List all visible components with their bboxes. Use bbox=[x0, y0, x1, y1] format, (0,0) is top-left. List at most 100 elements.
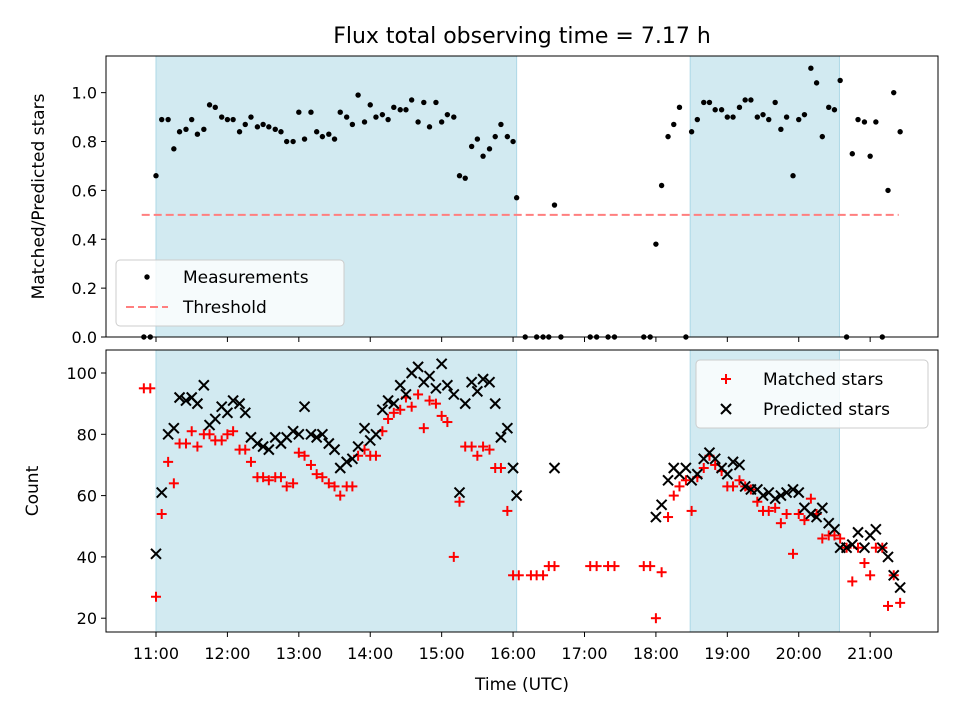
measurement-point bbox=[153, 173, 159, 179]
matched-star-point bbox=[484, 444, 495, 455]
matched-star-point bbox=[216, 435, 227, 446]
predicted-star-point bbox=[239, 407, 251, 419]
measurement-point bbox=[665, 133, 671, 140]
measurement-point bbox=[188, 116, 195, 123]
y-tick-label: 20 bbox=[77, 609, 97, 628]
predicted-star-point bbox=[852, 526, 864, 539]
predicted-star-point bbox=[510, 489, 523, 502]
predicted-star-point bbox=[448, 388, 460, 401]
predicted-star-point bbox=[721, 468, 734, 480]
matched-star-point bbox=[163, 456, 174, 467]
predicted-star-point bbox=[787, 483, 799, 496]
x-tick-label: 14:00 bbox=[347, 644, 393, 663]
matched-star-point bbox=[370, 450, 381, 461]
legend-matched-label: Matched stars bbox=[763, 370, 883, 390]
matched-star-point bbox=[472, 450, 483, 461]
matched-star-point bbox=[145, 383, 156, 394]
predicted-star-point bbox=[328, 443, 341, 456]
measurement-point bbox=[212, 104, 218, 111]
legend-matched-marker bbox=[721, 374, 731, 384]
predicted-star-point bbox=[298, 400, 311, 413]
predicted-star-point bbox=[501, 422, 514, 434]
measurement-point bbox=[331, 136, 338, 142]
predicted-star-point bbox=[251, 437, 264, 450]
legend-box bbox=[115, 259, 345, 327]
predicted-star-point bbox=[471, 385, 484, 398]
y-tick-label: 0.6 bbox=[72, 181, 97, 200]
matched-star-point bbox=[788, 548, 799, 559]
measurement-point bbox=[861, 119, 868, 125]
predicted-star-point bbox=[191, 397, 204, 410]
predicted-star-point bbox=[846, 538, 859, 551]
measurement-point bbox=[171, 146, 177, 152]
matched-star-point bbox=[734, 475, 745, 486]
measurement-point bbox=[498, 121, 504, 128]
predicted-star-point bbox=[168, 422, 180, 434]
measurement-point bbox=[760, 111, 766, 118]
measurement-point bbox=[730, 114, 736, 120]
matched-star-point bbox=[424, 395, 435, 406]
matched-star-point bbox=[656, 567, 667, 578]
measurement-point bbox=[486, 146, 493, 152]
legend-threshold-label: Threshold bbox=[182, 298, 267, 318]
measurement-point bbox=[391, 104, 397, 111]
predicted-star-point bbox=[227, 394, 239, 407]
predicted-star-point bbox=[382, 394, 394, 407]
measurement-point bbox=[456, 173, 463, 179]
matched-star-point bbox=[222, 429, 233, 440]
predicted-star-point bbox=[352, 440, 364, 453]
matched-star-point bbox=[805, 493, 816, 504]
predicted-star-point bbox=[459, 397, 471, 410]
measurement-point bbox=[438, 119, 445, 125]
predicted-star-point bbox=[757, 489, 769, 502]
measurement-point bbox=[712, 107, 718, 113]
measurement-point bbox=[403, 107, 409, 113]
measurement-point bbox=[492, 133, 498, 140]
predicted-star-point bbox=[680, 462, 692, 474]
matched-star-point bbox=[413, 389, 424, 400]
predicted-star-point bbox=[870, 523, 882, 536]
predicted-star-point bbox=[263, 443, 275, 456]
predicted-star-point bbox=[780, 486, 793, 499]
measurement-point bbox=[367, 102, 373, 108]
measurement-point bbox=[849, 151, 856, 157]
measurement-point bbox=[688, 129, 695, 135]
measurement-point bbox=[867, 153, 873, 159]
matched-star-point bbox=[263, 475, 274, 486]
measurement-point bbox=[337, 109, 343, 115]
matched-star-point bbox=[781, 508, 792, 519]
x-tick-label: 16:00 bbox=[490, 644, 536, 663]
matched-star-point bbox=[865, 570, 876, 581]
predicted-star-point bbox=[394, 379, 406, 391]
matched-star-point bbox=[728, 481, 739, 492]
matched-star-point bbox=[150, 591, 161, 602]
matched-star-point bbox=[281, 481, 292, 492]
matched-star-point bbox=[329, 481, 340, 492]
measurement-point bbox=[676, 104, 683, 111]
predicted-star-point bbox=[769, 492, 781, 505]
matched-star-point bbox=[228, 426, 239, 437]
measurement-point bbox=[408, 97, 415, 103]
measurement-point bbox=[778, 126, 784, 133]
measurement-point bbox=[766, 116, 772, 123]
matched-star-point bbox=[466, 441, 477, 452]
measurements-series bbox=[141, 65, 903, 340]
measurement-point bbox=[248, 114, 254, 120]
measurement-point bbox=[319, 133, 326, 140]
matched-star-point bbox=[288, 478, 299, 489]
matched-star-point bbox=[335, 490, 346, 501]
predicted-star-point bbox=[150, 548, 162, 560]
measurement-point bbox=[415, 119, 421, 125]
measurement-point bbox=[230, 116, 236, 123]
matched-star-point bbox=[430, 398, 441, 409]
measurement-point bbox=[224, 116, 231, 123]
predicted-star-point bbox=[430, 382, 442, 395]
measurement-point bbox=[819, 133, 826, 140]
matched-star-point bbox=[305, 459, 316, 470]
matched-star-point bbox=[258, 472, 269, 483]
measurement-point bbox=[897, 129, 903, 135]
measurement-point bbox=[266, 124, 272, 130]
predicted-star-point bbox=[650, 511, 662, 523]
measurement-point bbox=[808, 65, 814, 71]
measurement-point bbox=[206, 102, 213, 108]
